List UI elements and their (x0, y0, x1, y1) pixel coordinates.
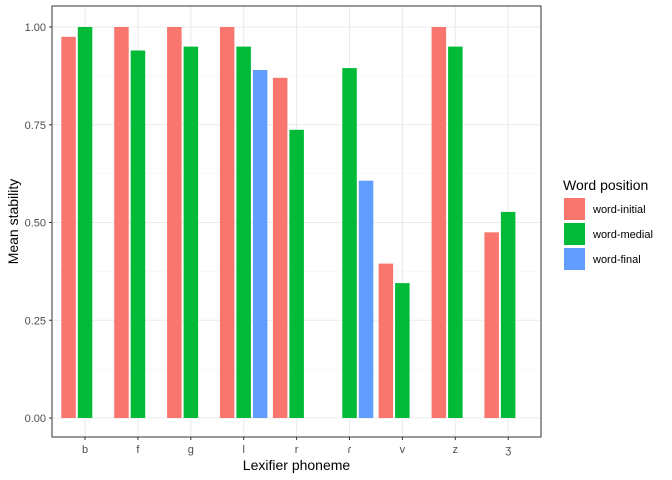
x-tick-label: b (82, 444, 88, 456)
y-axis-title: Mean stability (5, 179, 21, 265)
bar-word-medial-l (236, 46, 251, 418)
bar-word-medial-f (130, 50, 146, 418)
x-tick-label: ʒ (505, 444, 511, 456)
axes: 0.00 0.25 0.50 0.75 1.00 b f g l r ɾ v z ʒ (25, 22, 512, 456)
bar-word-final-l (252, 70, 268, 418)
bar-word-initial-v (378, 263, 394, 418)
legend-key-word-initial (564, 198, 585, 220)
x-tick-label: ɾ (348, 444, 352, 456)
legend-label-word-medial: word-medial (592, 229, 653, 241)
bar-word-initial-ʒ (484, 232, 499, 418)
bar-word-initial-r (272, 77, 288, 419)
bar-word-initial-z (431, 27, 447, 418)
x-tick-label: g (188, 444, 194, 456)
bar-word-initial-g (167, 27, 182, 418)
y-tick-label: 0.50 (25, 218, 46, 230)
bar-word-final-ɾ (358, 180, 374, 418)
bar-word-initial-l (219, 27, 235, 418)
bar-word-initial-b (61, 36, 76, 419)
x-tick-label: r (295, 444, 299, 456)
bar-word-medial-v (395, 283, 410, 418)
legend-key-word-medial (564, 223, 585, 245)
x-tick-label: z (453, 444, 459, 456)
x-tick-label: l (242, 444, 244, 456)
x-tick-label: v (400, 444, 406, 456)
bar-word-medial-g (183, 46, 199, 418)
bar-word-medial-r (289, 129, 304, 419)
legend-label-word-final: word-final (592, 254, 641, 266)
y-tick-label: 1.00 (25, 22, 46, 34)
bar-word-medial-z (448, 46, 463, 418)
legend-key-word-final (564, 248, 585, 270)
x-axis-title: Lexifier phoneme (243, 457, 351, 473)
legend: Word position word-initial word-medial wor… (563, 177, 653, 270)
y-tick-label: 0.75 (25, 120, 46, 132)
legend-label-word-initial: word-initial (592, 204, 646, 216)
bars (61, 27, 516, 419)
bar-word-medial-b (77, 27, 93, 418)
bar-word-initial-f (114, 27, 129, 418)
y-tick-label: 0.00 (25, 413, 46, 425)
bar-word-medial-ʒ (500, 211, 516, 418)
y-tick-label: 0.25 (25, 315, 46, 327)
bar-word-medial-ɾ (342, 68, 357, 418)
x-tick-label: f (136, 444, 140, 456)
legend-title: Word position (563, 177, 648, 193)
